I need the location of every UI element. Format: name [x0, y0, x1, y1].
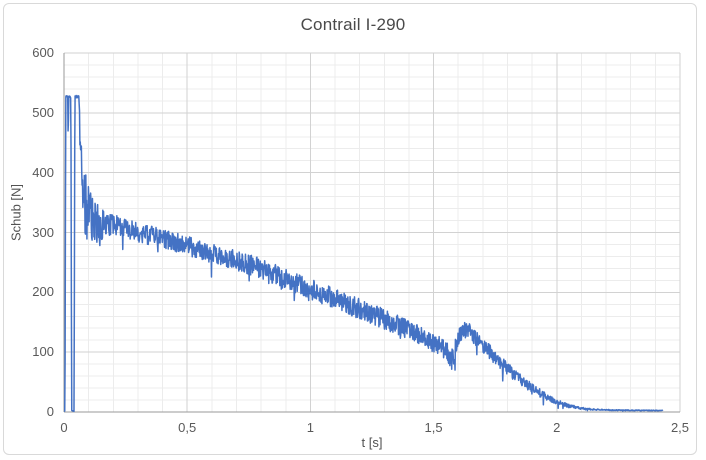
- axis-lines: [63, 53, 680, 413]
- x-tick-label: 2: [553, 420, 561, 435]
- y-tick-label: 500: [32, 104, 54, 120]
- x-tick-label: 0: [60, 420, 68, 435]
- chart-title: Contrail I-290: [300, 15, 406, 34]
- thrust-series-line: [63, 94, 664, 413]
- x-tick-label: 2,5: [670, 420, 690, 435]
- y-tick-label: 0: [46, 404, 54, 419]
- y-tick-label: 100: [32, 344, 54, 360]
- x-axis-title: t [s]: [361, 435, 383, 450]
- thrust-curve: [63, 94, 664, 413]
- y-tick-label: 300: [32, 224, 54, 240]
- y-tick-label: 400: [32, 164, 54, 180]
- x-tick-label: 1: [306, 420, 314, 435]
- x-tick-label: 0,5: [178, 420, 197, 435]
- y-tick-label: 600: [32, 45, 54, 60]
- x-tick-label: 1,5: [424, 420, 443, 435]
- y-tick-label: 200: [32, 284, 54, 300]
